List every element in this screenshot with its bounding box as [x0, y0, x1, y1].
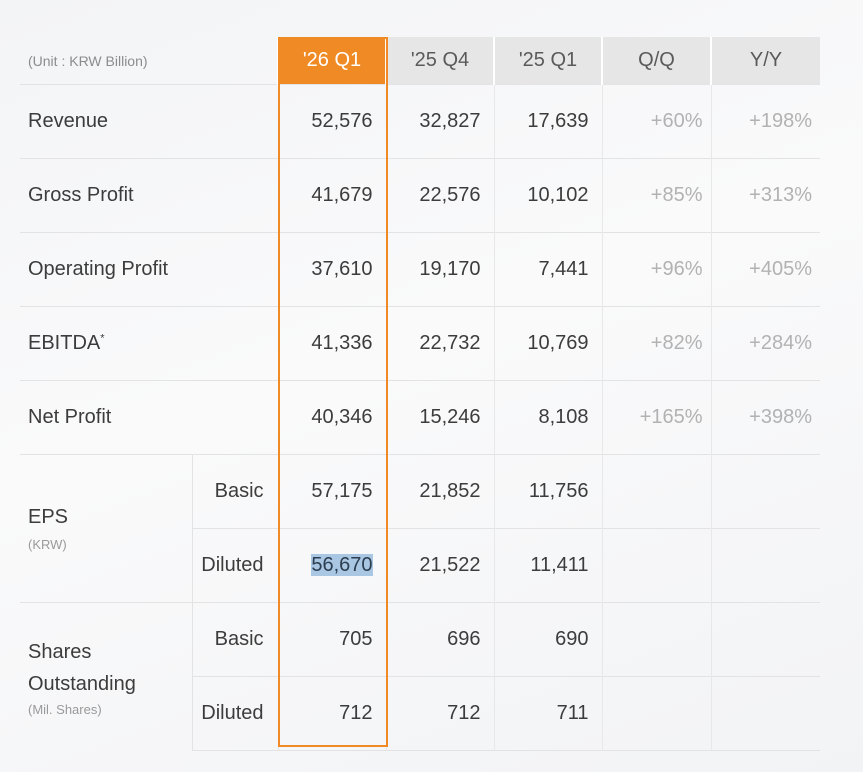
shares-label-line2: Outstanding	[28, 673, 136, 696]
row-label: EBITDA	[28, 332, 101, 354]
table-row-net-profit: Net Profit 40,346 15,246 8,108 +165% +39…	[20, 380, 821, 455]
row-label: Net Profit	[20, 380, 279, 455]
value-25q1: 10,102	[493, 158, 603, 233]
row-label: Revenue	[20, 84, 279, 159]
value-26q1: 41,336	[277, 306, 387, 381]
column-header-25q4: '25 Q4	[385, 37, 495, 85]
value-yoy-empty	[710, 454, 821, 529]
value-25q4: 22,576	[385, 158, 495, 233]
financial-summary-table: (Unit : KRW Billion) '26 Q1 '25 Q4 '25 Q…	[20, 37, 821, 751]
value-25q1: 690	[493, 602, 603, 677]
value-25q1: 711	[493, 676, 603, 751]
value-26q1: 40,346	[277, 380, 387, 455]
value-qoq: +82%	[601, 306, 712, 381]
value-qoq: +96%	[601, 232, 712, 307]
sub-label-basic: Basic	[191, 602, 279, 677]
row-label-ebitda: EBITDA*	[20, 306, 279, 381]
value-26q1: 705	[277, 602, 387, 677]
table-row-shares-diluted: Diluted 712 712 711	[20, 676, 821, 751]
value-25q1: 7,441	[493, 232, 603, 307]
value-25q4: 21,522	[385, 528, 495, 603]
value-25q4: 22,732	[385, 306, 495, 381]
value-qoq: +60%	[601, 84, 712, 159]
column-header-25q1: '25 Q1	[493, 37, 603, 85]
table-row-gross-profit: Gross Profit 41,679 22,576 10,102 +85% +…	[20, 158, 821, 233]
value-yoy: +198%	[710, 84, 821, 159]
value-25q4: 15,246	[385, 380, 495, 455]
value-25q4: 32,827	[385, 84, 495, 159]
row-label: Gross Profit	[20, 158, 279, 233]
value-25q4: 712	[385, 676, 495, 751]
value-25q1: 17,639	[493, 84, 603, 159]
value-qoq: +85%	[601, 158, 712, 233]
sub-label-diluted: Diluted	[191, 676, 279, 751]
value-yoy-empty	[710, 676, 821, 751]
sub-label-diluted: Diluted	[191, 528, 279, 603]
table-row-eps-basic: EPS (KRW) Basic 57,175 21,852 11,756	[20, 454, 821, 603]
sub-label-basic: Basic	[191, 454, 279, 529]
value-qoq: +165%	[601, 380, 712, 455]
value-qoq-empty	[601, 454, 712, 529]
header-row: (Unit : KRW Billion) '26 Q1 '25 Q4 '25 Q…	[20, 37, 821, 85]
value-yoy: +313%	[710, 158, 821, 233]
shares-label-line1: Shares	[28, 641, 92, 664]
value-qoq-empty	[601, 528, 712, 603]
shares-group-label: Shares Outstanding (Mil. Shares)	[20, 602, 192, 751]
value-26q1: 37,610	[277, 232, 387, 307]
eps-label: EPS	[28, 505, 69, 528]
value-qoq-empty	[601, 602, 712, 677]
column-header-yoy: Y/Y	[710, 37, 821, 85]
value-yoy-empty	[710, 528, 821, 603]
value-25q4: 696	[385, 602, 495, 677]
value-25q1: 8,108	[493, 380, 603, 455]
value-yoy: +398%	[710, 380, 821, 455]
value-26q1: 712	[277, 676, 387, 751]
value-26q1: 57,175	[277, 454, 387, 529]
value-25q4: 19,170	[385, 232, 495, 307]
table-row-eps-diluted: Diluted 56,670 21,522 11,411	[20, 528, 821, 603]
value-yoy: +284%	[710, 306, 821, 381]
footnote-mark: *	[100, 332, 105, 345]
column-header-26q1: '26 Q1	[277, 37, 387, 85]
value-yoy-empty	[710, 602, 821, 677]
table-row-operating-profit: Operating Profit 37,610 19,170 7,441 +96…	[20, 232, 821, 307]
value-25q1: 11,756	[493, 454, 603, 529]
value-yoy: +405%	[710, 232, 821, 307]
value-25q1: 11,411	[493, 528, 603, 603]
table-row-revenue: Revenue 52,576 32,827 17,639 +60% +198%	[20, 84, 821, 159]
unit-label: (Unit : KRW Billion)	[28, 52, 148, 69]
row-label: Operating Profit	[20, 232, 279, 307]
value-qoq-empty	[601, 676, 712, 751]
table-row-ebitda: EBITDA* 41,336 22,732 10,769 +82% +284%	[20, 306, 821, 381]
value-26q1: 52,576	[277, 84, 387, 159]
value-25q4: 21,852	[385, 454, 495, 529]
value-26q1-cell[interactable]: 56,670	[277, 528, 387, 603]
value-25q1: 10,769	[493, 306, 603, 381]
eps-unit: (KRW)	[28, 536, 67, 552]
table-row-shares-basic: Shares Outstanding (Mil. Shares) Basic 7…	[20, 602, 821, 751]
selected-value-26q1[interactable]: 56,670	[311, 554, 373, 576]
shares-unit: (Mil. Shares)	[28, 702, 102, 718]
column-header-qoq: Q/Q	[601, 37, 712, 85]
value-26q1: 41,679	[277, 158, 387, 233]
eps-group-label: EPS (KRW)	[20, 454, 192, 603]
